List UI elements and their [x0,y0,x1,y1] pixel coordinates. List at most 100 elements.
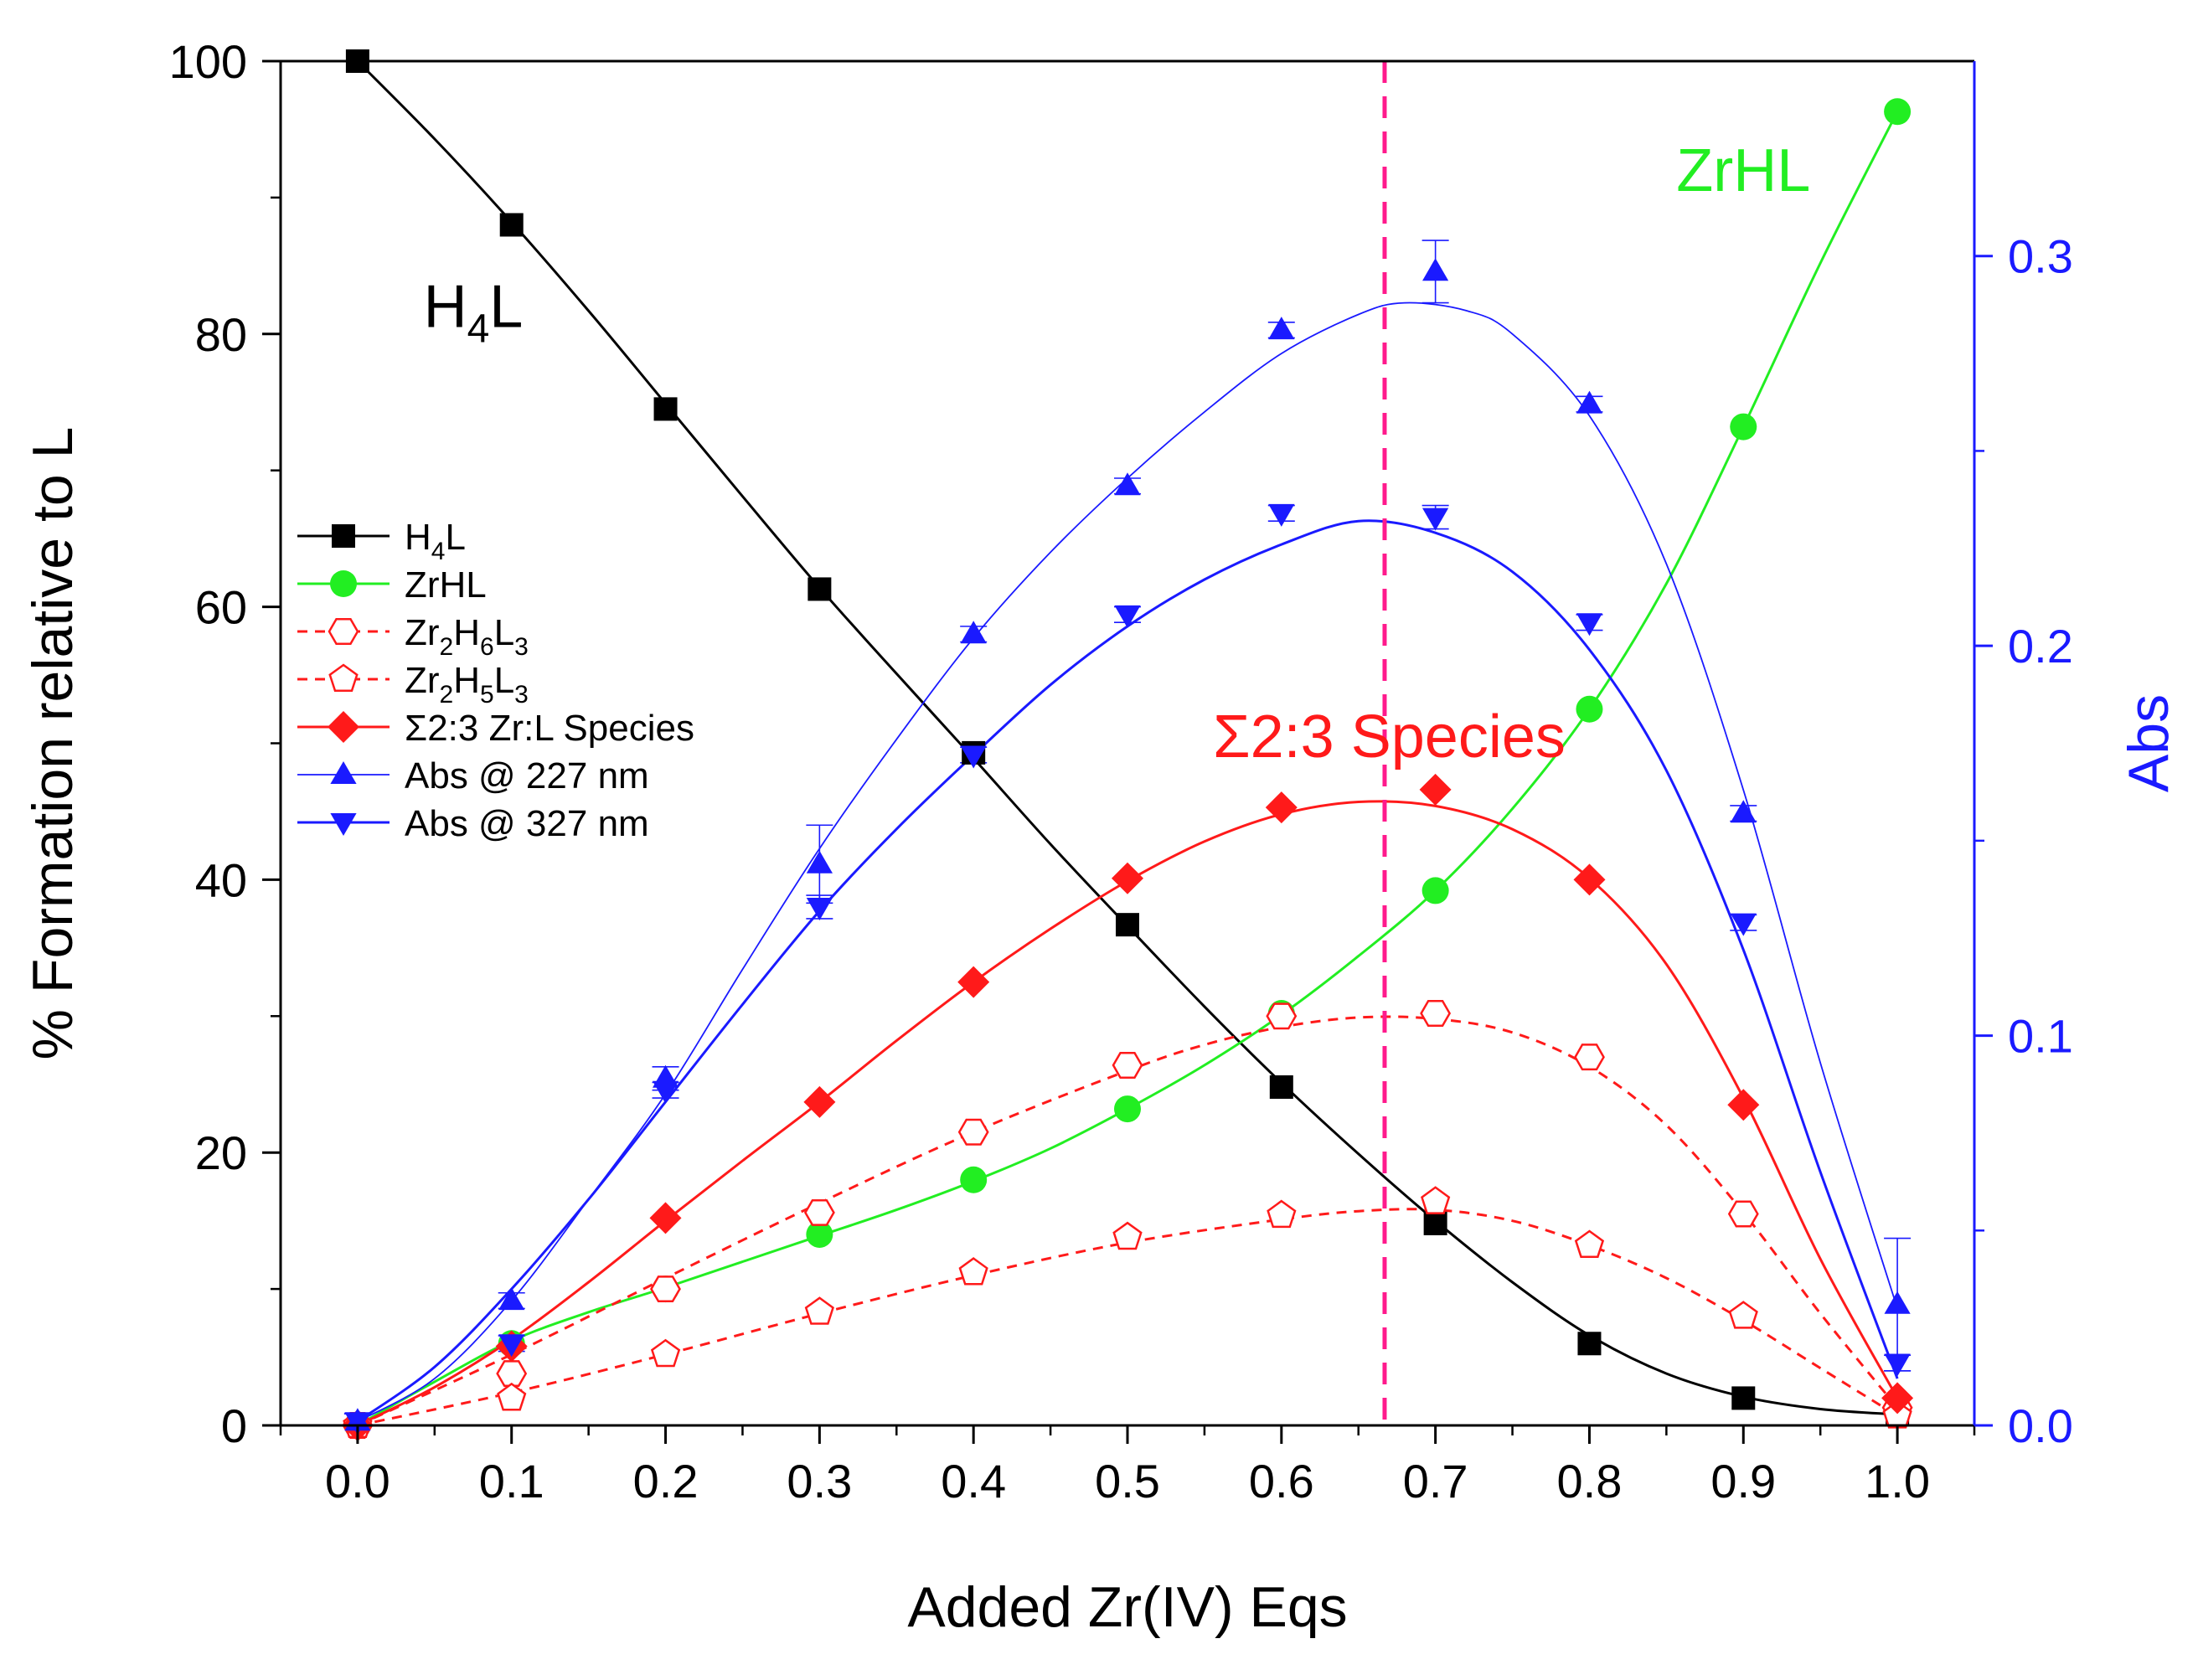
y2-tick-label: 0.2 [2008,620,2073,673]
legend-label: Zr2H6L3 [405,612,529,661]
y2-tick-label: 0.1 [2008,1010,2073,1063]
legend-text: Abs @ 227 nm [405,755,649,796]
data-point-zr2h5l3 [1112,1221,1143,1250]
data-point-abs-227-nm [960,621,987,644]
data-point-zr2h6l3 [1112,1051,1143,1079]
data-point-abs-227-nm [1884,1291,1911,1314]
y-tick-label: 20 [195,1126,247,1179]
legend-text: Zr [405,660,440,701]
data-point-zr2h6l3 [1727,1200,1759,1228]
legend-text: H [453,612,480,653]
data-point-h4l [1577,1332,1602,1356]
data-point-abs-327-nm [1114,605,1141,628]
legend-item-abs-327-nm: Abs @ 327 nm [297,803,649,844]
legend-label: Abs @ 327 nm [405,803,649,844]
legend-marker [332,524,355,548]
data-point-h4l [1116,913,1139,937]
legend-text: H [453,660,480,701]
data-point-abs-327-nm [1422,508,1449,531]
legend-marker [330,813,357,836]
legend-item-zrhl: ZrHL [297,564,487,606]
data-point-h4l [1269,1075,1293,1100]
data-point-abs-227-nm [1114,472,1141,496]
data-point-zr2h5l3 [1421,1186,1451,1214]
data-point-2-3-zr-l-species [1419,773,1452,806]
y-tick-label: 60 [195,581,247,634]
legend-text: L [494,660,514,701]
x-tick-label: 0.9 [1710,1455,1776,1507]
data-point-zr2h5l3 [1267,1199,1297,1229]
data-point-abs-327-nm [1576,613,1602,636]
y-axis-title: % Formation relative to L [21,427,85,1060]
data-point-zr2h5l3 [497,1382,527,1411]
x-tick-label: 0.7 [1403,1455,1468,1507]
data-point-zr2h5l3 [650,1338,681,1368]
x-tick-label: 0.2 [633,1455,699,1507]
data-point-2-3-zr-l-species [1881,1382,1914,1415]
data-point-abs-327-nm [1884,1353,1911,1377]
data-point-h4l [653,397,678,421]
data-point-abs-227-nm [498,1287,525,1311]
legend-label: Zr2H5L3 [405,660,529,709]
data-point-abs-327-nm [960,745,987,769]
legend-subscript: 2 [440,681,454,709]
legend-item-2-3-zr-l-species: Σ2:3 Zr:L Species [297,708,694,749]
legend-subscript: 4 [431,538,446,565]
data-point-zr2h6l3 [1266,1002,1298,1030]
x-axis-title: Added Zr(IV) Eqs [907,1575,1347,1639]
x-tick-label: 1.0 [1865,1455,1930,1507]
data-point-zr2h6l3 [496,1360,528,1388]
data-point-h4l [1423,1211,1447,1235]
data-point-2-3-zr-l-species [803,1085,836,1118]
data-point-abs-227-nm [1576,390,1602,414]
data-point-zrhl [960,1166,988,1193]
legend-text: L [494,612,514,653]
data-point-abs-327-nm [806,898,833,920]
data-point-zr2h5l3 [804,1296,834,1325]
legend-text: Abs @ 327 nm [405,803,649,844]
legend-label: Abs @ 227 nm [405,755,649,796]
annotation-2-3-species: Σ2:3 Species [1213,703,1566,770]
data-point-2-3-zr-l-species [1265,791,1298,824]
x-tick-label: 0.3 [787,1455,852,1507]
y2-tick-label: 0.3 [2008,230,2073,283]
data-point-zrhl [806,1220,833,1248]
data-point-abs-327-nm [1730,913,1757,936]
data-point-2-3-zr-l-species [649,1202,682,1234]
data-point-zrhl [1884,98,1912,126]
x-tick-label: 0.4 [941,1455,1006,1507]
y2-axis-title: Abs [2117,694,2180,792]
data-point-h4l [499,213,524,237]
legend-subscript: 3 [514,633,529,661]
x-tick-label: 0.5 [1095,1455,1160,1507]
data-point-abs-327-nm [498,1334,525,1358]
x-tick-label: 0.0 [325,1455,390,1507]
data-point-h4l [807,577,832,601]
legend-label: Σ2:3 Zr:L Species [405,708,694,749]
data-point-2-3-zr-l-species [957,966,990,998]
legend-item-zr2h6l3: Zr2H6L3 [297,612,529,661]
data-point-abs-227-nm [1422,258,1449,281]
data-markers [341,49,1914,1441]
axis-labels: 0.0 0.1 0.2 0.3 0.4 0.5 0.6 0.7 0.8 0.9 1.00204060… [21,35,2180,1639]
y-tick-label: 0 [221,1399,247,1452]
legend-subscript: 3 [514,681,529,709]
data-point-zrhl [1730,413,1757,441]
data-point-zrhl [1421,877,1449,904]
data-point-zr2h6l3 [1574,1044,1605,1071]
data-point-2-3-zr-l-species [1112,862,1143,894]
data-point-abs-327-nm [1268,503,1295,527]
legend-subscript: 6 [480,633,494,661]
legend-label: H4L [405,517,466,565]
data-point-zrhl [1576,695,1603,723]
legend-subscript: 5 [480,681,494,709]
fit-line-h4l [356,59,1898,1416]
fit-line-abs-227-nm [357,301,1898,1423]
data-point-2-3-zr-l-species [1727,1089,1760,1121]
legend-text: Zr [405,612,440,653]
data-point-zr2h6l3 [650,1275,681,1303]
fit-line-abs-327-nm [357,519,1899,1423]
legend-text: ZrHL [405,564,487,606]
data-point-abs-327-nm [344,1412,371,1435]
